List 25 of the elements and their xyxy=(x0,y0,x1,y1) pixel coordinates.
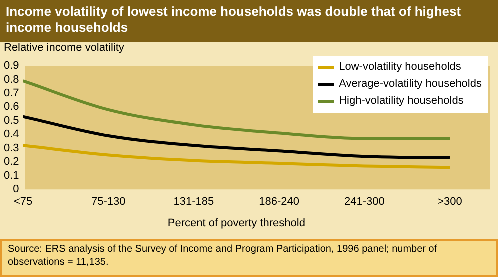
legend-label: Low-volatility households xyxy=(339,60,462,75)
y-tick-label: 0.9 xyxy=(4,60,20,72)
x-tick-label: 186-240 xyxy=(259,196,300,208)
y-tick-label: 0.4 xyxy=(4,128,20,141)
legend-label: High-volatility households xyxy=(339,94,464,109)
line-series xyxy=(22,115,452,160)
y-tick-label: 0.1 xyxy=(4,170,20,182)
y-axis-title: Relative income volatility xyxy=(4,42,124,54)
y-tick-label: 0 xyxy=(13,184,20,196)
x-tick-label: 131-185 xyxy=(174,196,214,208)
y-tick-label: 0.6 xyxy=(4,101,20,114)
y-tick-label: 0.8 xyxy=(4,74,20,86)
source-note: Source: ERS analysis of the Survey of Income and Program Participation, 1996 panel; number of observations = 11,135. xyxy=(8,243,438,269)
x-axis-title: Percent of poverty threshold xyxy=(168,217,306,230)
y-tick-label: 0.3 xyxy=(4,142,20,154)
x-tick-label: >300 xyxy=(438,196,462,208)
x-tick-label: <75 xyxy=(14,196,33,208)
y-tick-label: 0.5 xyxy=(4,114,20,127)
chart-title: Income volatility of lowest income households was double that of highest income households xyxy=(0,0,498,42)
y-tick-label: 0.7 xyxy=(4,88,20,100)
x-tick-label: 241-300 xyxy=(344,196,385,208)
y-tick-label: 0.2 xyxy=(4,156,20,168)
line-series xyxy=(22,144,452,170)
legend-label: Average-volatility households xyxy=(339,77,482,92)
x-tick-label: 75-130 xyxy=(92,196,126,208)
